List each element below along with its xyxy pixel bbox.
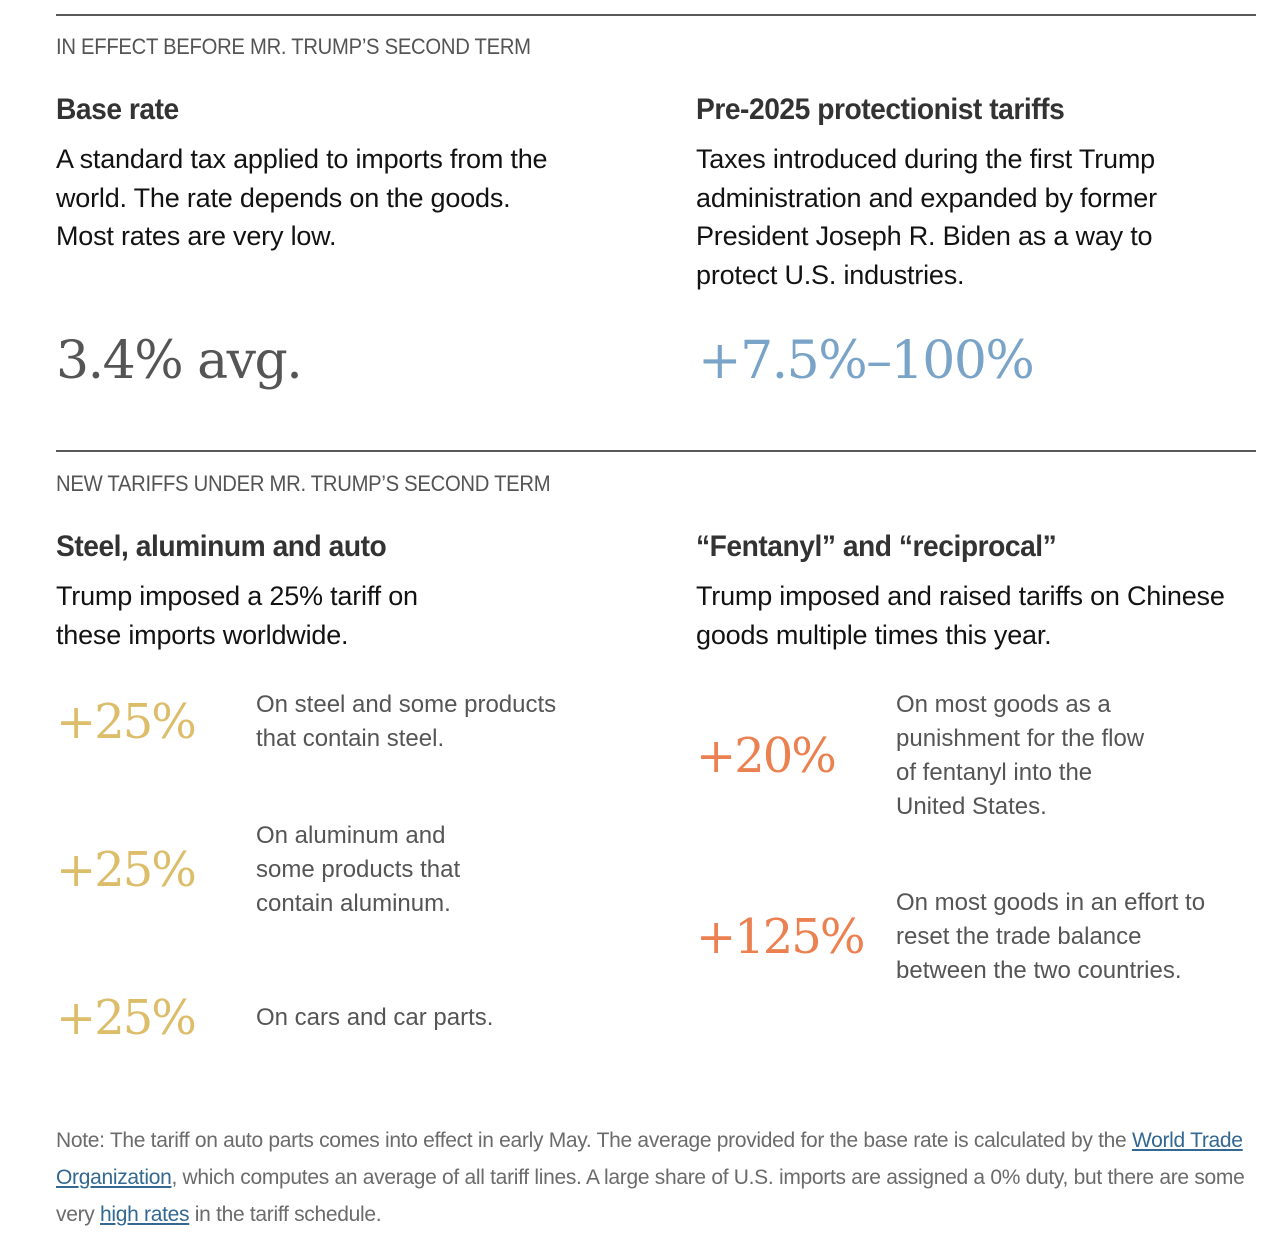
fentanyl-item: +20% On most goods as a punishment for t…: [696, 688, 1146, 824]
note-text-3: in the tariff schedule.: [189, 1203, 382, 1226]
base-rate-value: 3.4% avg.: [56, 331, 303, 391]
aluminum-item-description: On aluminum and some products that conta…: [256, 822, 461, 917]
steel-description: Trump imposed a 25% tariff on these impo…: [56, 581, 418, 650]
steel-item-description: On steel and some products that contain …: [256, 691, 557, 752]
auto-item-description: On cars and car parts.: [256, 1004, 494, 1031]
steel-block: Steel, aluminum and auto Trump imposed a…: [56, 529, 616, 654]
note-text-1: Note: The tariff on auto parts comes int…: [56, 1129, 1132, 1152]
auto-item-value: +25%: [56, 990, 197, 1046]
protectionist-block: Pre-2025 protectionist tariffs Taxes int…: [696, 92, 1256, 294]
steel-item-1: +25% On steel and some products that con…: [56, 688, 596, 756]
aluminum-item-value: +25%: [56, 842, 197, 898]
reciprocal-item: +125% On most goods in an effort to rese…: [696, 886, 1226, 988]
china-block: “Fentanyl” and “reciprocal” Trump impose…: [696, 529, 1256, 654]
china-heading: “Fentanyl” and “reciprocal”: [696, 530, 1057, 563]
protectionist-value: +7.5%–100%: [698, 331, 1035, 391]
steel-item-value: +25%: [56, 694, 197, 750]
high-rates-link[interactable]: high rates: [100, 1203, 190, 1226]
steel-heading: Steel, aluminum and auto: [56, 530, 387, 563]
top-divider: [56, 14, 1256, 16]
section-kicker-before: IN EFFECT BEFORE MR. TRUMP’S SECOND TERM: [56, 34, 531, 59]
fentanyl-item-value: +20%: [696, 728, 837, 784]
protectionist-heading: Pre-2025 protectionist tariffs: [696, 93, 1065, 126]
base-rate-block: Base rate A standard tax applied to impo…: [56, 92, 616, 256]
reciprocal-item-value: +125%: [696, 909, 865, 965]
china-description: Trump imposed and raised tariffs on Chin…: [696, 581, 1225, 650]
note-text-2: , which computes an average of all tarif…: [56, 1166, 1245, 1226]
fentanyl-item-description: On most goods as a punishment for the fl…: [896, 691, 1145, 820]
aluminum-item: +25% On aluminum and some products that …: [56, 819, 506, 921]
protectionist-description: Taxes introduced during the first Trump …: [696, 144, 1157, 290]
middle-divider: [56, 450, 1256, 452]
reciprocal-item-description: On most goods in an effort to reset the …: [896, 889, 1206, 984]
section-kicker-new: NEW TARIFFS UNDER MR. TRUMP’S SECOND TER…: [56, 471, 551, 496]
auto-item: +25% On cars and car parts.: [56, 990, 576, 1046]
footnote: Note: The tariff on auto parts comes int…: [56, 1122, 1266, 1233]
wto-link[interactable]: World Trade Organization: [56, 1129, 1243, 1189]
base-rate-description: A standard tax applied to imports from t…: [56, 144, 548, 251]
base-rate-heading: Base rate: [56, 93, 179, 126]
